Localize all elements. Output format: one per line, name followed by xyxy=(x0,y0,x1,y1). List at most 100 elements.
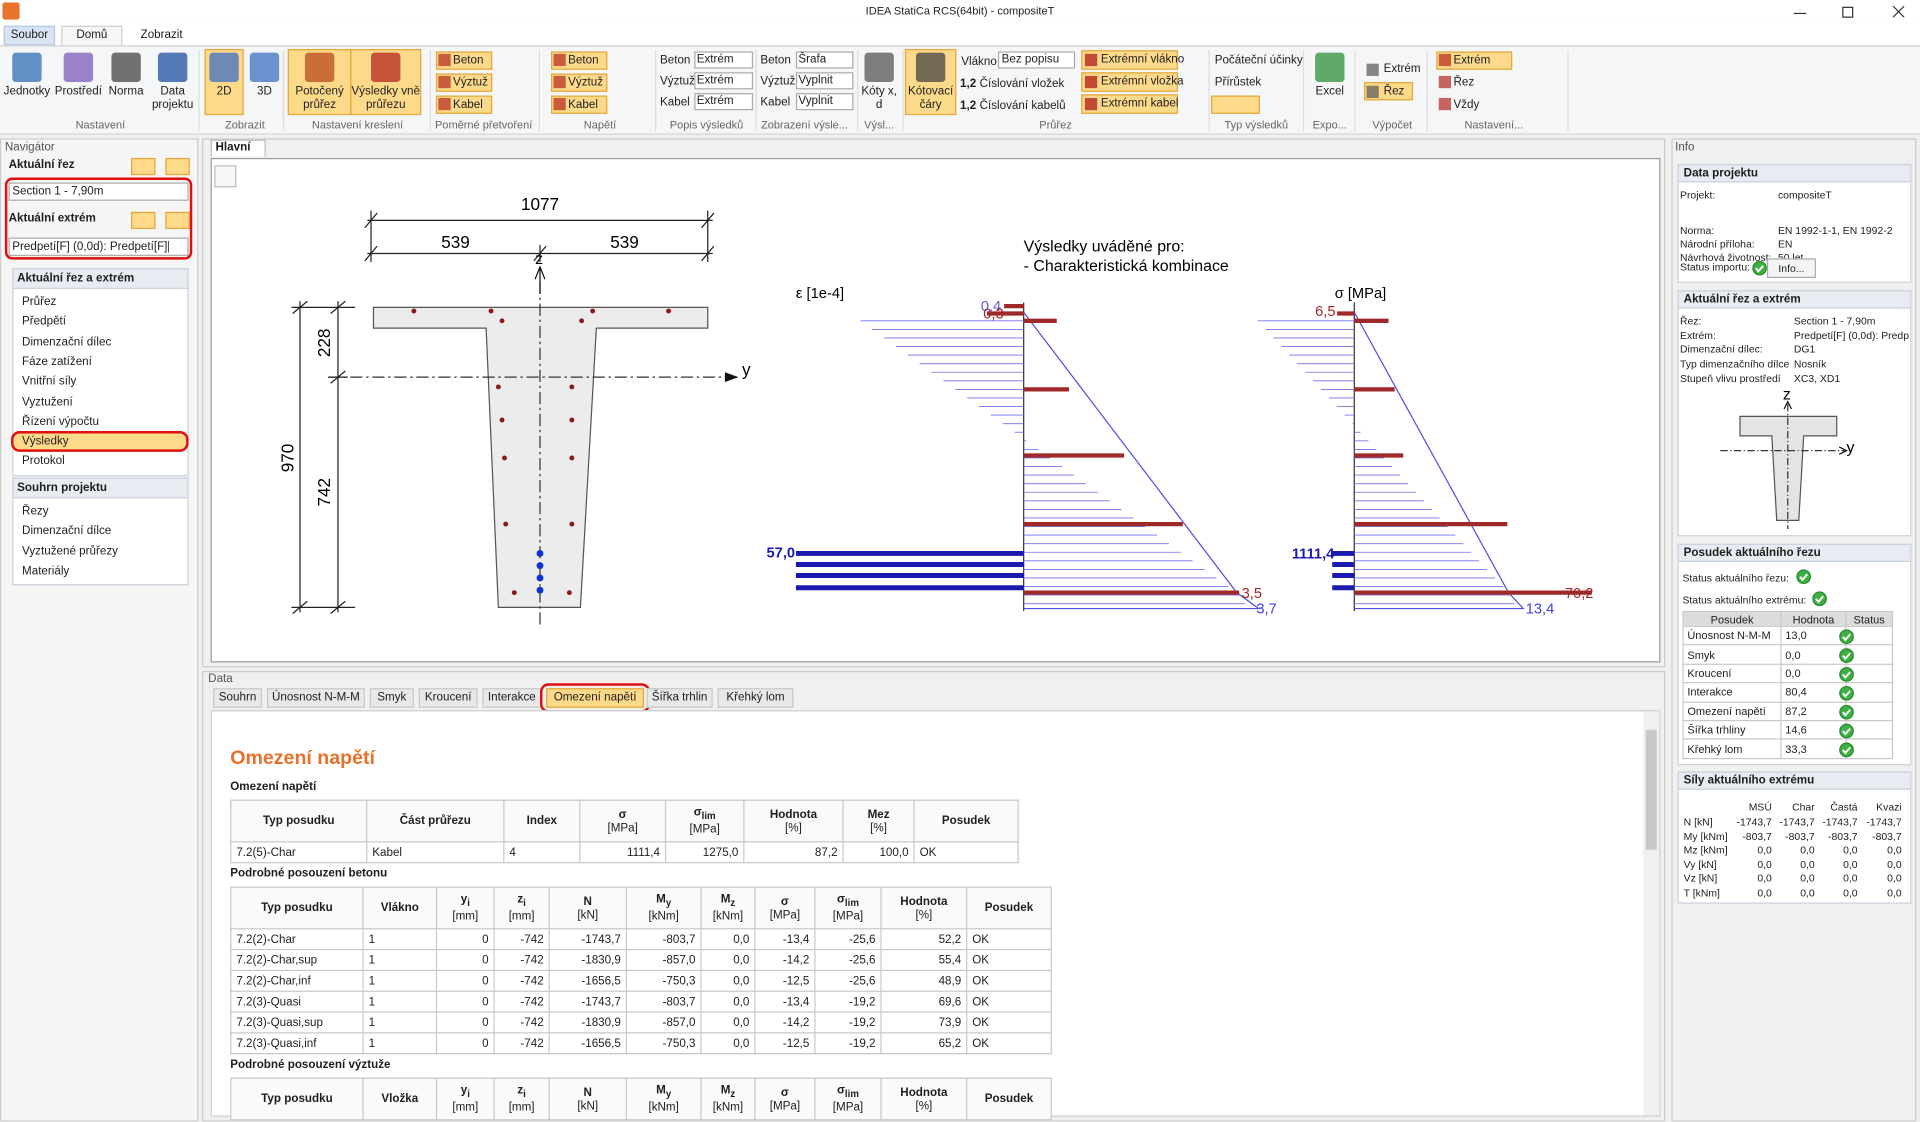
ribbon-tab-label[interactable]: Soubor xyxy=(10,28,49,42)
ribbon-tab-label[interactable]: Domů xyxy=(76,28,108,42)
info-section-title[interactable]: Data projektu xyxy=(1683,166,1759,180)
nav-item[interactable]: Vyztužené průřezy xyxy=(22,544,118,558)
ribbon-small-label[interactable]: Kabel xyxy=(568,97,598,112)
result-type[interactable]: Počáteční účinky xyxy=(1214,53,1303,68)
nav-item[interactable]: Řezy xyxy=(22,504,49,518)
ribbon-tab[interactable] xyxy=(61,25,123,46)
numbering-option[interactable]: Číslování vložek xyxy=(979,77,1065,91)
prev-button[interactable] xyxy=(131,211,156,229)
nav-item[interactable]: Výsledky xyxy=(22,434,69,449)
ribbon-button[interactable]: Kóty x, d xyxy=(861,84,897,112)
extreme-button[interactable] xyxy=(1081,72,1178,92)
nav-item[interactable]: Dimenzační dílce xyxy=(22,524,112,538)
nav-item[interactable]: Materiály xyxy=(22,564,70,578)
data-tab-label[interactable]: Šířka trhlin xyxy=(651,690,708,705)
info-button-label[interactable]: Info... xyxy=(1778,262,1805,275)
combo-value[interactable]: Section 1 - 7,90m xyxy=(12,184,104,199)
combo-box[interactable] xyxy=(694,51,754,69)
nav-item[interactable]: Vyztužení xyxy=(22,394,73,409)
extreme-button[interactable] xyxy=(1081,50,1178,70)
nav-item[interactable]: Předpětí xyxy=(22,315,67,329)
extreme-button-label[interactable]: Extrémní vlákno xyxy=(1100,52,1185,67)
ribbon-button[interactable]: Výsledky vně průřezu xyxy=(351,84,420,112)
document-tab[interactable]: Hlavní xyxy=(215,140,251,155)
nav-item[interactable]: Průřez xyxy=(22,295,57,309)
combo-value[interactable]: Šrafa xyxy=(798,52,827,67)
data-tab-label[interactable]: Kroucení xyxy=(424,690,472,705)
info-section-title[interactable]: Síly aktuálního extrému xyxy=(1683,773,1815,788)
nav-group-title[interactable]: Souhrn projektu xyxy=(17,481,107,495)
combo-box[interactable] xyxy=(795,72,854,90)
data-tab-label[interactable]: Křehký lom xyxy=(726,690,785,705)
combo-value[interactable]: Extrém xyxy=(696,73,734,87)
data-tab[interactable] xyxy=(646,688,713,708)
ribbon-button[interactable]: Potočený průřez xyxy=(295,84,344,112)
ribbon-button[interactable]: Norma xyxy=(108,84,144,98)
nav-item[interactable]: Fáze zatížení xyxy=(22,354,92,369)
calc-option[interactable]: Extrém xyxy=(1383,62,1421,76)
data-tab-label[interactable]: Únosnost N-M-M xyxy=(271,690,360,705)
ribbon-small-label[interactable]: Výztuž xyxy=(568,75,604,90)
ribbon-button[interactable]: Data projektu xyxy=(151,84,194,112)
combo-box[interactable] xyxy=(694,93,754,111)
info-button[interactable] xyxy=(1766,258,1816,278)
ribbon-small-label[interactable]: Kabel xyxy=(453,97,483,112)
combo-box[interactable] xyxy=(795,93,854,111)
ribbon-small-button[interactable] xyxy=(1436,51,1513,70)
result-type[interactable]: Přírůstek xyxy=(1214,75,1262,90)
ribbon-small-label[interactable]: Beton xyxy=(568,53,599,68)
main-tab[interactable] xyxy=(210,139,266,157)
ribbon-small-label[interactable]: Extrém xyxy=(1453,53,1491,68)
ribbon-button[interactable]: 3D xyxy=(257,84,272,98)
next-button[interactable] xyxy=(165,211,190,229)
combo-box[interactable] xyxy=(795,51,854,69)
expand-button[interactable] xyxy=(214,165,237,188)
nav-item[interactable]: Protokol xyxy=(22,454,65,469)
combo-value[interactable]: Vyplnit xyxy=(798,94,833,108)
combo-value[interactable]: Vyplnit xyxy=(798,73,833,87)
extreme-button-label[interactable]: Extrémní vložka xyxy=(1100,74,1184,89)
data-tab[interactable] xyxy=(546,688,645,708)
combo-box[interactable] xyxy=(8,237,189,256)
ribbon-tab[interactable] xyxy=(3,25,56,46)
ribbon-tab-label[interactable]: Zobrazit xyxy=(140,28,183,42)
ribbon-small-label[interactable]: Beton xyxy=(453,53,484,68)
data-tab[interactable] xyxy=(717,688,794,708)
data-tab[interactable] xyxy=(418,688,478,708)
ribbon-button[interactable]: Excel xyxy=(1315,84,1345,98)
numbering-option[interactable]: Číslování kabelů xyxy=(979,99,1066,113)
ribbon-button[interactable]: Kótovací čáry xyxy=(907,84,954,112)
data-tab[interactable] xyxy=(266,688,365,708)
data-tab-label[interactable]: Omezení napětí xyxy=(553,690,637,705)
ribbon-small-label[interactable]: Řez xyxy=(1453,75,1475,90)
data-tab-label[interactable]: Souhrn xyxy=(218,690,257,705)
ribbon-small-label[interactable]: Výztuž xyxy=(453,75,488,90)
scrollbar-thumb[interactable] xyxy=(1645,729,1657,850)
info-section-title[interactable]: Aktuální řez a extrém xyxy=(1683,292,1801,307)
info-section-title[interactable]: Posudek aktuálního řezu xyxy=(1683,546,1821,560)
calc-option[interactable]: Řez xyxy=(1383,84,1405,98)
ribbon-button[interactable]: Prostředí xyxy=(54,84,102,98)
next-button[interactable] xyxy=(165,157,190,176)
combo-value[interactable]: Extrém xyxy=(696,52,734,67)
combo-box[interactable] xyxy=(694,72,754,90)
data-tab-label[interactable]: Interakce xyxy=(487,690,536,705)
ribbon-button[interactable]: Jednotky xyxy=(3,84,51,98)
combo-value[interactable]: Extrém xyxy=(696,94,734,108)
combo-value[interactable]: Predpetí[F] (0,0d): Predpetí[F][Su xyxy=(12,240,169,254)
data-tab-label[interactable]: Smyk xyxy=(377,690,407,705)
nav-item[interactable]: Řízení výpočtu xyxy=(22,414,99,429)
extreme-button-label[interactable]: Extrémní kabel xyxy=(1100,96,1179,111)
nav-item[interactable]: Vnitřní síly xyxy=(22,374,77,389)
combo-value[interactable]: Bez popisu xyxy=(1001,52,1060,67)
data-tab[interactable] xyxy=(213,688,263,708)
combo-box[interactable] xyxy=(997,51,1076,69)
extreme-button[interactable] xyxy=(1081,94,1178,114)
nav-group-title[interactable]: Aktuální řez a extrém xyxy=(17,271,135,286)
data-tab[interactable] xyxy=(369,688,414,708)
ribbon-small-label[interactable]: Vždy xyxy=(1453,97,1480,112)
combo-box[interactable] xyxy=(8,182,189,201)
prev-button[interactable] xyxy=(131,157,156,176)
ribbon-button[interactable]: 2D xyxy=(216,84,232,98)
nav-item[interactable]: Dimenzační dílec xyxy=(22,335,112,349)
